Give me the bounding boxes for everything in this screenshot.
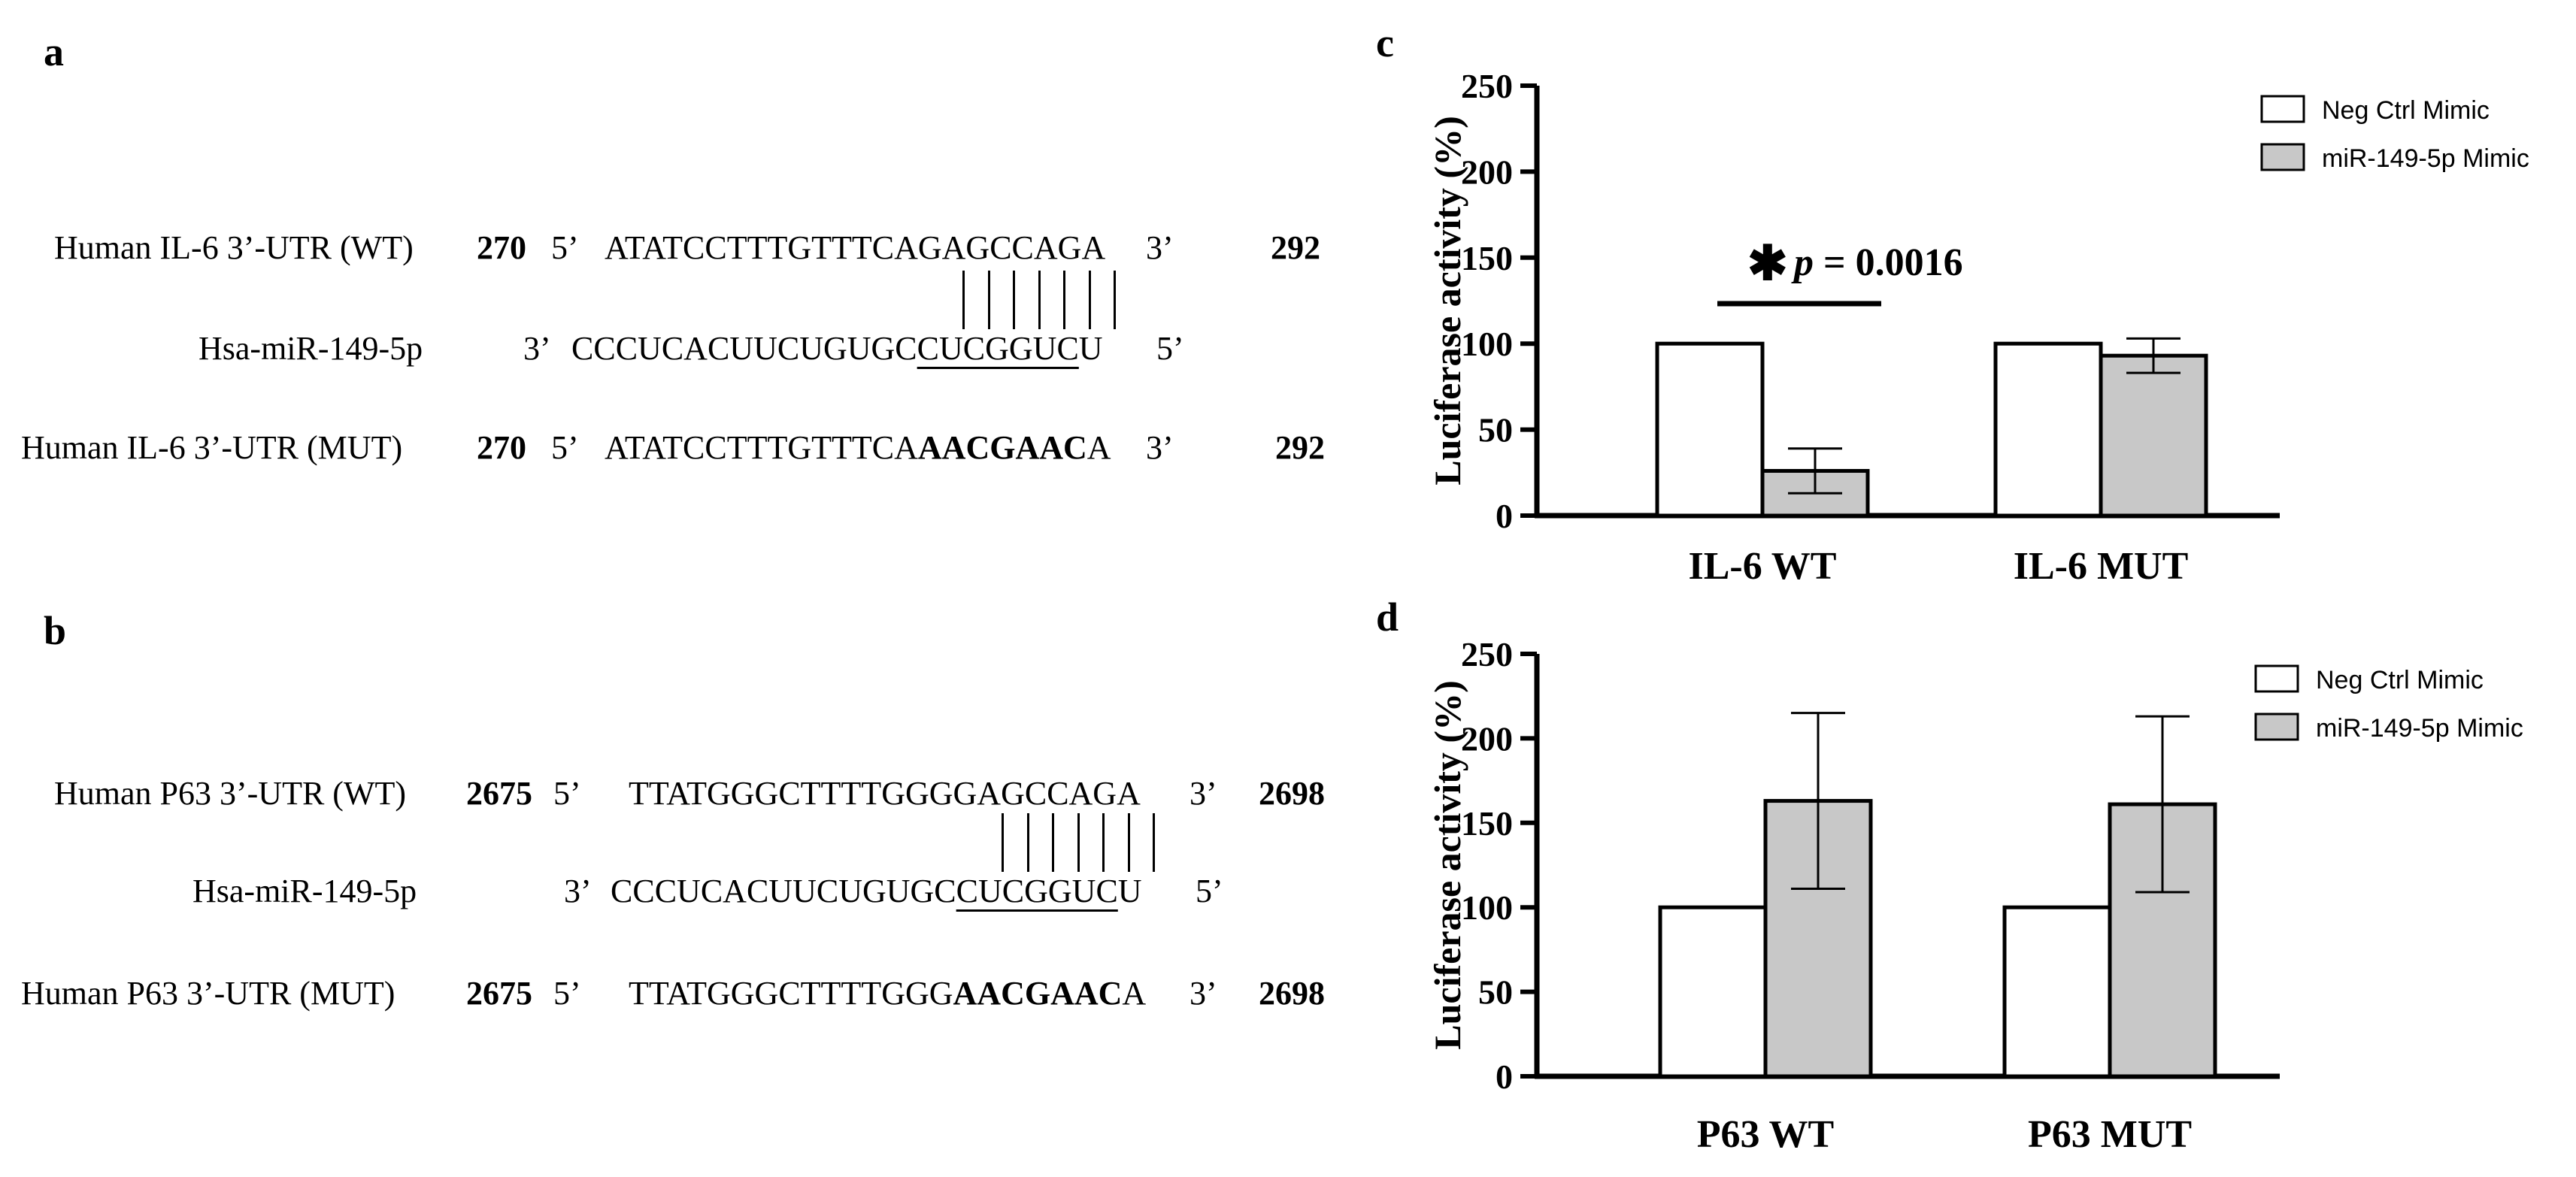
panel-label-a: a bbox=[44, 29, 64, 74]
panel-label-c: c bbox=[1376, 20, 1394, 65]
category-label: P63 MUT bbox=[2028, 1113, 2192, 1156]
il6-wt-end: 292 bbox=[1271, 229, 1320, 266]
il6-mut-3prime: 3’ bbox=[1146, 429, 1174, 466]
p63-mut-sequence: TTATGGGCTTTTGGGAACGAACA bbox=[629, 975, 1147, 1012]
p63-mirna-label: Hsa-miR-149-5p bbox=[192, 873, 417, 909]
bar-p63-wt-mir149 bbox=[1763, 799, 1873, 1079]
y-tick-label: 50 bbox=[1478, 973, 1513, 1012]
y-tick-label: 0 bbox=[1496, 1057, 1513, 1096]
p63-mirna-5prime: 5’ bbox=[1196, 873, 1223, 909]
y-tick-label: 0 bbox=[1496, 497, 1513, 535]
p63-wt-start: 2675 bbox=[466, 775, 532, 812]
category-label: P63 WT bbox=[1697, 1113, 1835, 1156]
il6-wt-3prime: 3’ bbox=[1146, 229, 1174, 266]
il6-wt-label: Human IL-6 3’-UTR (WT) bbox=[54, 229, 414, 266]
y-tick-label: 150 bbox=[1461, 804, 1513, 843]
category-label: IL-6 MUT bbox=[2014, 545, 2189, 588]
p63-wt-label: Human P63 3’-UTR (WT) bbox=[54, 775, 407, 812]
y-tick-label: 250 bbox=[1461, 67, 1513, 105]
bar-p63-mut-mir149 bbox=[2108, 802, 2217, 1079]
p63-wt-sequence: TTATGGGCTTTTGGGGAGCCAGA bbox=[629, 775, 1141, 812]
legend-label: miR-149-5p Mimic bbox=[2316, 714, 2523, 743]
p63-wt-3prime: 3’ bbox=[1190, 775, 1217, 812]
y-tick-label: 200 bbox=[1461, 153, 1513, 191]
p63-mut-5prime: 5’ bbox=[553, 975, 581, 1012]
legend-label: Neg Ctrl Mimic bbox=[2322, 96, 2490, 125]
bar-il-6-mut-neg-ctrl bbox=[1993, 341, 2103, 518]
bar-il-6-mut-mir149 bbox=[2099, 353, 2208, 518]
il6-mirna-label: Hsa-miR-149-5p bbox=[199, 330, 423, 367]
legend-label: miR-149-5p Mimic bbox=[2322, 144, 2529, 173]
p63-mut-3prime: 3’ bbox=[1190, 975, 1217, 1012]
bar-p63-mut-neg-ctrl bbox=[2002, 905, 2112, 1079]
p63-mirna-sequence: CCCUCACUUCUGUGCCUCGGUCU bbox=[611, 873, 1142, 909]
legend-label: Neg Ctrl Mimic bbox=[2316, 666, 2484, 694]
bar-p63-wt-neg-ctrl bbox=[1658, 905, 1768, 1079]
bar-il-6-wt-neg-ctrl bbox=[1655, 341, 1765, 518]
bar-il-6-wt-mir149 bbox=[1760, 469, 1870, 518]
y-axis-label: Luciferase activity (%) bbox=[1426, 116, 1468, 486]
il6-wt-5prime: 5’ bbox=[551, 229, 579, 266]
il6-base-pair-lines bbox=[962, 271, 1116, 329]
y-tick-label: 50 bbox=[1478, 411, 1513, 449]
p63-base-pair-lines bbox=[1002, 813, 1155, 872]
legend-swatch bbox=[2254, 713, 2299, 741]
il6-mut-start: 270 bbox=[477, 429, 526, 466]
il6-mut-label: Human IL-6 3’-UTR (MUT) bbox=[21, 429, 403, 466]
p63-wt-5prime: 5’ bbox=[553, 775, 581, 812]
p63-wt-end: 2698 bbox=[1259, 775, 1325, 812]
legend-swatch bbox=[2254, 664, 2299, 693]
y-tick-label: 150 bbox=[1461, 239, 1513, 277]
panel-label-b: b bbox=[44, 608, 67, 653]
y-tick-label: 100 bbox=[1461, 325, 1513, 363]
p63-mut-start: 2675 bbox=[466, 975, 532, 1012]
legend-swatch bbox=[2260, 143, 2305, 171]
p63-mirna-3prime: 3’ bbox=[564, 873, 592, 909]
y-tick-label: 250 bbox=[1461, 635, 1513, 673]
panel-label-d: d bbox=[1376, 595, 1399, 640]
il6-mirna-3prime: 3’ bbox=[523, 330, 551, 367]
y-tick-label: 100 bbox=[1461, 888, 1513, 927]
il6-mut-end: 292 bbox=[1275, 429, 1325, 466]
p-value-label: p = 0.0016 bbox=[1791, 241, 1963, 284]
il6-wt-start: 270 bbox=[477, 229, 526, 266]
p63-mut-end: 2698 bbox=[1259, 975, 1325, 1012]
il6-mut-sequence: ATATCCTTTGTTTCAAACGAACA bbox=[605, 429, 1111, 466]
y-axis-label: Luciferase activity (%) bbox=[1426, 680, 1468, 1050]
il6-mirna-5prime: 5’ bbox=[1156, 330, 1184, 367]
il6-mirna-sequence: CCCUCACUUCUGUGCCUCGGUCU bbox=[571, 330, 1103, 367]
il6-mut-5prime: 5’ bbox=[551, 429, 579, 466]
il6-wt-sequence: ATATCCTTTGTTTCAGAGCCAGA bbox=[605, 229, 1106, 266]
legend-swatch bbox=[2260, 95, 2305, 123]
category-label: IL-6 WT bbox=[1689, 545, 1837, 588]
y-tick-label: 200 bbox=[1461, 719, 1513, 758]
significance-star: ✱ bbox=[1747, 237, 1788, 290]
p63-mut-label: Human P63 3’-UTR (MUT) bbox=[21, 975, 395, 1012]
